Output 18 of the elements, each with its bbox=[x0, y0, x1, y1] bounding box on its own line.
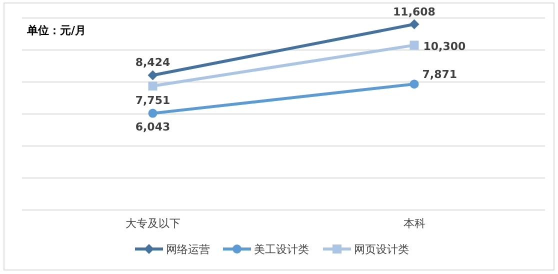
point bbox=[410, 80, 419, 89]
data-label: 7,751 bbox=[135, 94, 170, 107]
point bbox=[409, 19, 420, 30]
legend-label: 美工设计类 bbox=[254, 243, 309, 256]
data-label: 10,300 bbox=[423, 40, 466, 54]
annotation: 单位：元/月 bbox=[26, 24, 86, 37]
x-tick-label: 大专及以下 bbox=[125, 217, 180, 230]
legend-label: 网页设计类 bbox=[354, 243, 409, 256]
point bbox=[148, 70, 158, 80]
point bbox=[148, 108, 158, 118]
point bbox=[148, 81, 158, 90]
data-label: 11,608 bbox=[393, 5, 436, 18]
x-tick-label: 本科 bbox=[403, 217, 426, 230]
data-label: 6,043 bbox=[135, 120, 170, 134]
data-label: 8,424 bbox=[135, 56, 170, 70]
legend-label: 网络运营 bbox=[166, 243, 210, 256]
data-label: 7,871 bbox=[422, 68, 458, 82]
point bbox=[410, 40, 419, 50]
